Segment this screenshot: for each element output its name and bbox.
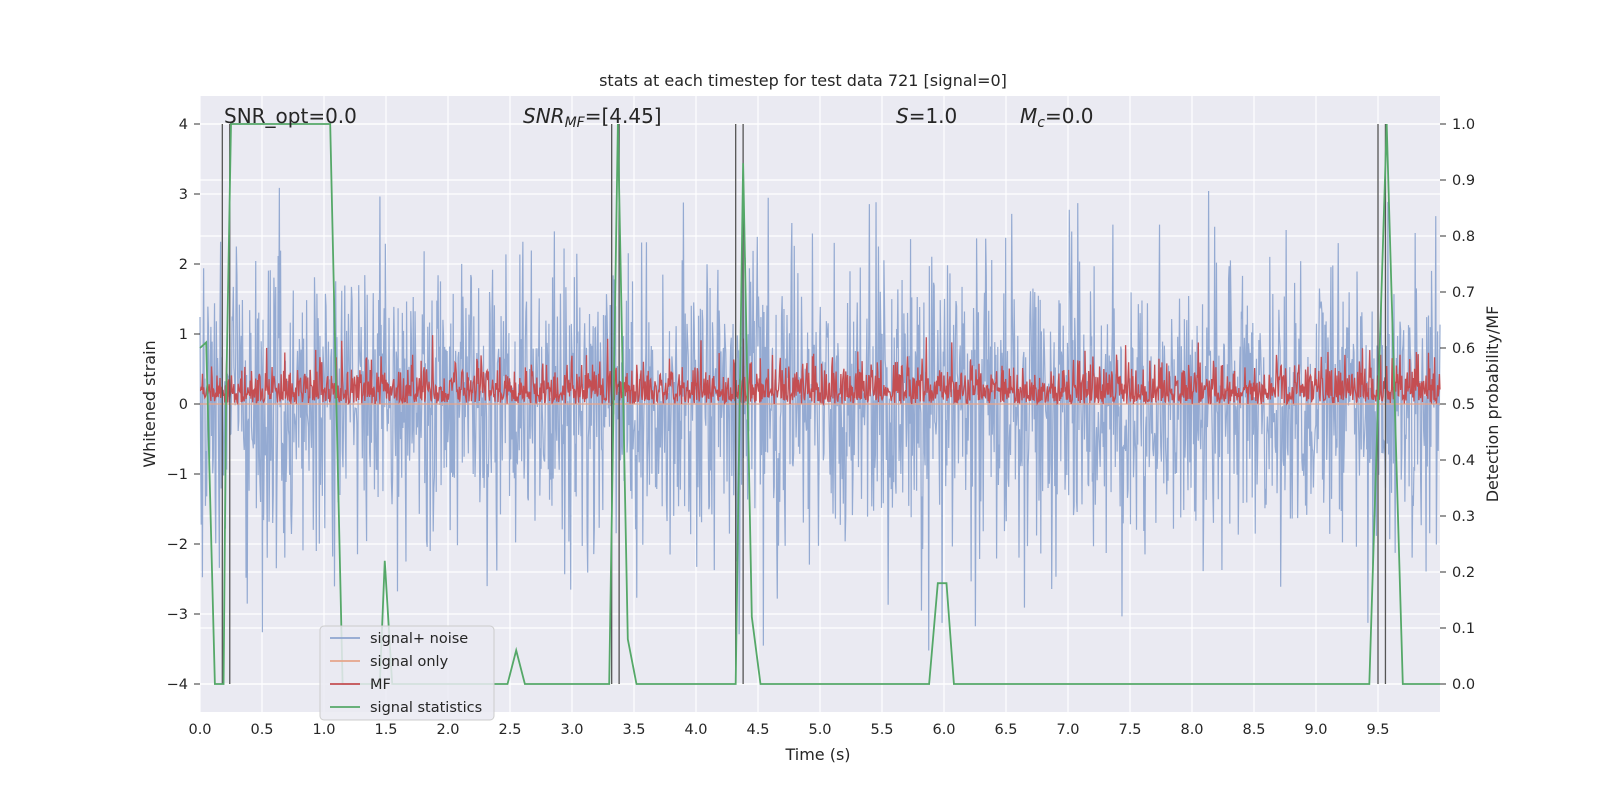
annotation-snr-mf-sub: MF — [565, 115, 586, 131]
x-tick-label: 9.0 — [1304, 722, 1327, 738]
signal-statistics-line — [199, 123, 1440, 685]
y-tick-label: 4 — [179, 117, 188, 133]
y-tick-label: −1 — [167, 467, 188, 483]
annotation-mc-sub: c — [1037, 115, 1045, 131]
annotation-mc-value: =0.0 — [1045, 104, 1094, 128]
y2-tick-label: 0.0 — [1452, 677, 1475, 693]
y2-tick-label: 0.1 — [1452, 621, 1475, 637]
y-tick-label: 1 — [179, 327, 188, 343]
x-axis-ticks: 0.0 0.5 1.0 1.5 2.0 2.5 3.0 3.5 4.0 4.5 5.0 5.5 6.0 6… — [188, 722, 1389, 738]
x-tick-label: 8.5 — [1242, 722, 1265, 738]
y-tick-label: −3 — [167, 607, 188, 623]
legend-label-signal-statistics: signal statistics — [370, 700, 482, 716]
y2-tick-label: 0.4 — [1452, 453, 1475, 469]
x-tick-label: 0.5 — [250, 722, 273, 738]
y2-tick-label: 0.9 — [1452, 173, 1475, 189]
x-tick-label: 3.5 — [622, 722, 645, 738]
y2-tick-label: 0.6 — [1452, 341, 1475, 357]
x-tick-label: 7.0 — [1056, 722, 1079, 738]
x-axis-label: Time (s) — [784, 745, 850, 764]
chart-title: stats at each timestep for test data 721… — [599, 71, 1007, 90]
x-tick-label: 5.0 — [808, 722, 831, 738]
x-tick-label: 0.0 — [188, 722, 211, 738]
annotation-s-label: S — [896, 104, 909, 128]
legend-label-signal-only: signal only — [370, 654, 449, 670]
vertical-marker-lines — [221, 124, 1387, 684]
annotation-snr-mf-value: =[4.45] — [585, 104, 662, 128]
x-tick-label: 5.5 — [870, 722, 893, 738]
y-tick-label: 0 — [179, 397, 188, 413]
y-axis-label: Whitened strain — [140, 340, 159, 467]
annotation-mc: Mc=0.0 — [1020, 104, 1094, 131]
y2-tick-label: 0.7 — [1452, 285, 1475, 301]
y2-tick-label: 0.8 — [1452, 229, 1475, 245]
x-tick-label: 1.5 — [374, 722, 397, 738]
x-tick-label: 1.0 — [312, 722, 335, 738]
y-tick-label: 2 — [179, 257, 188, 273]
mf-series — [199, 335, 1441, 406]
annotation-snr-mf: SNRMF=[4.45] — [523, 104, 662, 131]
annotation-snr-opt: SNR_opt=0.0 — [224, 104, 357, 128]
signal-statistics-series — [199, 123, 1440, 685]
y-tick-label: −4 — [167, 677, 188, 693]
annotation-s-value: =1.0 — [909, 104, 958, 128]
y2-tick-label: 0.2 — [1452, 565, 1475, 581]
y2-tick-label: 1.0 — [1452, 117, 1475, 133]
x-tick-label: 4.0 — [684, 722, 707, 738]
y2-axis-label: Detection probability/MF — [1483, 306, 1502, 503]
annotation-s: S=1.0 — [896, 104, 957, 128]
legend: signal+ noise signal only MF signal stat… — [319, 625, 495, 721]
x-tick-label: 4.5 — [746, 722, 769, 738]
x-tick-label: 2.0 — [436, 722, 459, 738]
legend-box — [319, 625, 495, 721]
x-tick-label: 7.5 — [1118, 722, 1141, 738]
x-tick-label: 9.5 — [1366, 722, 1389, 738]
y-axis-ticks: −4 −3 −2 −1 0 1 2 3 4 — [167, 117, 200, 693]
x-tick-label: 3.0 — [560, 722, 583, 738]
y2-axis-ticks: 0.0 0.1 0.2 0.3 0.4 0.5 0.6 0.7 0.8 0.9 1.0 — [1440, 117, 1475, 693]
annotation-snr-mf-label: SNR — [523, 104, 565, 128]
x-tick-label: 8.0 — [1180, 722, 1203, 738]
y-tick-label: −2 — [167, 537, 188, 553]
y-tick-label: 3 — [179, 187, 188, 203]
annotation-mc-label: M — [1020, 104, 1037, 128]
x-tick-label: 2.5 — [498, 722, 521, 738]
x-tick-label: 6.0 — [932, 722, 955, 738]
signal-noise-series — [199, 187, 1441, 651]
signal-noise-line — [199, 187, 1441, 651]
x-tick-label: 6.5 — [994, 722, 1017, 738]
legend-label-mf: MF — [370, 677, 391, 693]
y2-tick-label: 0.3 — [1452, 509, 1475, 525]
legend-label-signal-noise: signal+ noise — [370, 631, 468, 647]
y2-tick-label: 0.5 — [1452, 397, 1475, 413]
mf-line — [199, 335, 1441, 406]
